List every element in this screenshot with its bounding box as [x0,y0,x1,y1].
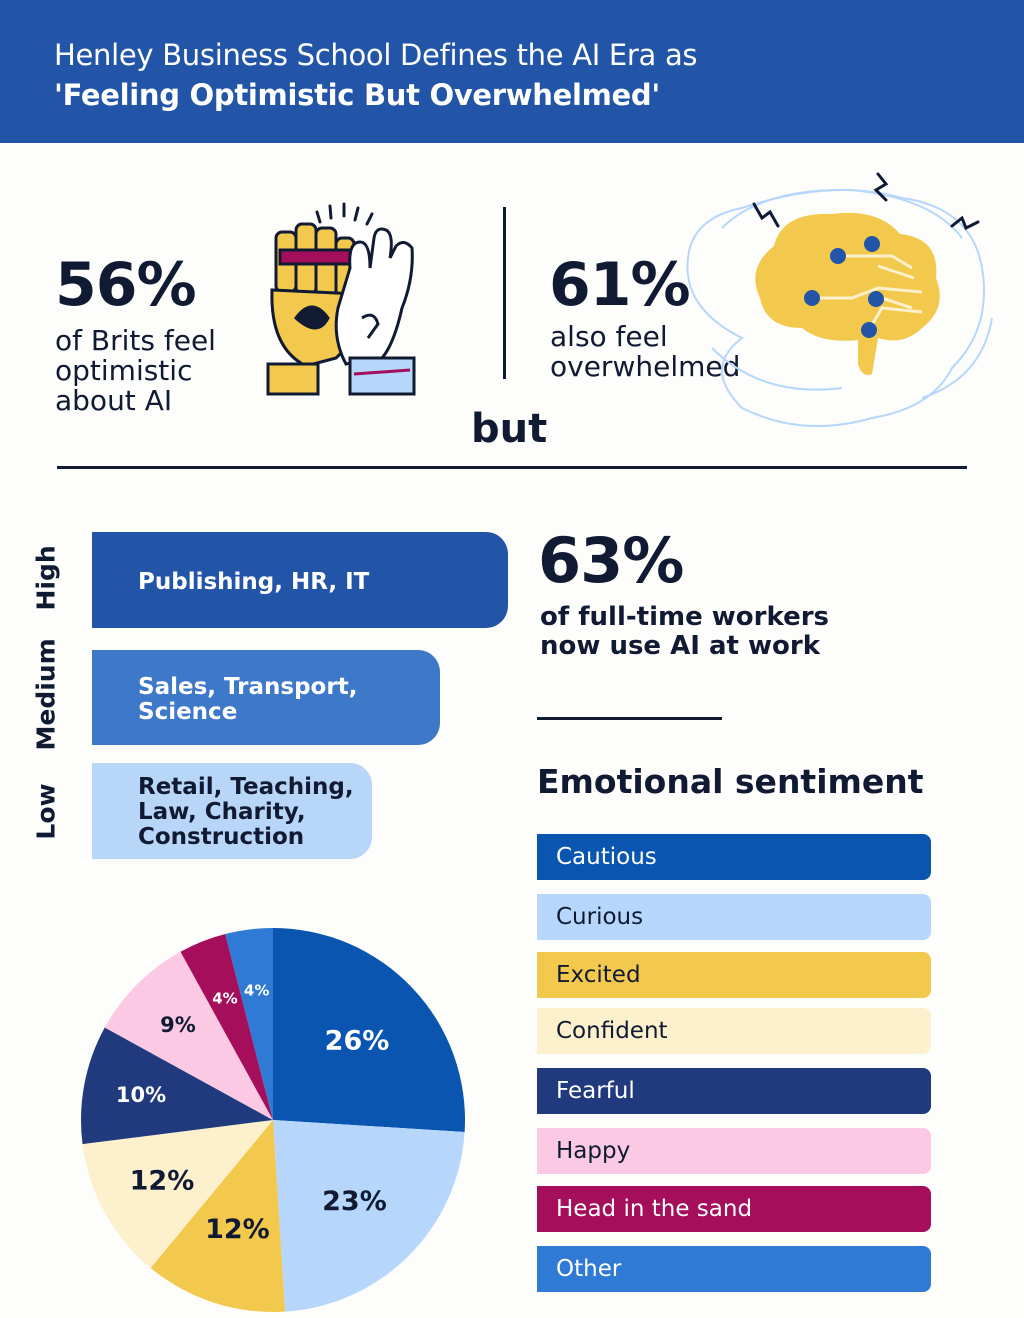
pie-slice-other [225,928,273,1120]
legend-item-happy: Happy [537,1128,931,1174]
legend-label: Confident [556,1018,668,1044]
legend-label: Fearful [556,1078,635,1104]
overwhelmed-stat-value: 61% [549,250,691,320]
pie-label-cautious: 26% [325,1026,390,1057]
pie-label-fearful: 10% [116,1083,166,1107]
pie-slice-confident [82,1120,273,1268]
workers-stat-value: 63% [538,524,684,597]
header-title-line1: Henley Business School Defines the AI Er… [54,38,698,72]
pie-slice-head-in-the-sand [180,934,273,1120]
header-title-line2: 'Feeling Optimistic But Overwhelmed' [54,78,660,112]
optimistic-stat-value: 56% [55,250,197,320]
stats-divider [503,207,506,379]
pie-label-head-in-the-sand: 4% [212,990,237,1008]
pie-slice-happy [104,951,273,1120]
brain-circuit-icon [686,172,993,427]
legend-item-head-in-the-sand: Head in the sand [537,1186,931,1232]
but-connector: but [471,406,548,452]
legend-item-cautious: Cautious [537,834,931,880]
legend-item-confident: Confident [537,1008,931,1054]
legend-item-excited: Excited [537,952,931,998]
legend-item-other: Other [537,1246,931,1292]
legend-label: Cautious [556,844,657,870]
legend-label: Other [556,1256,622,1282]
pie-label-excited: 12% [205,1214,270,1245]
pie-label-other: 4% [244,981,269,999]
pie-slice-fearful [81,1027,273,1145]
pie-slice-cautious [273,928,465,1133]
robot-human-high-five-icon [266,202,416,396]
legend-label: Excited [556,962,641,988]
axis-label-low: Low [31,783,61,840]
pie-label-confident: 12% [130,1166,195,1197]
header-banner: Henley Business School Defines the AI Er… [0,0,1024,143]
pie-slice-excited [150,1120,286,1312]
axis-label-medium: Medium [31,638,61,751]
workers-divider [537,717,722,720]
usage-bar-high-label: Publishing, HR, IT [138,569,370,595]
optimistic-stat-text: of Brits feel optimistic about AI [55,324,216,417]
legend-item-fearful: Fearful [537,1068,931,1114]
workers-stat-text: of full-time workers now use AI at work [540,602,830,661]
overwhelmed-stat-text: also feel overwhelmed [550,320,741,383]
usage-bar-medium: Sales, Transport, Science [92,650,440,745]
legend-item-curious: Curious [537,894,931,940]
pie-slice-curious [273,1120,465,1312]
legend-label: Head in the sand [556,1196,753,1222]
pie-label-happy: 9% [160,1013,196,1037]
sentiment-title: Emotional sentiment [537,762,924,801]
usage-bar-low-label: Retail, Teaching, Law, Charity, Construc… [138,774,354,850]
usage-bar-medium-label: Sales, Transport, Science [138,674,358,725]
legend-label: Curious [556,904,644,930]
legend-label: Happy [556,1138,631,1164]
section-divider [57,466,967,469]
sentiment-pie-chart: 26% 23% 12% 12% 10% 9% 4% 4% [81,928,465,1312]
usage-bar-high: Publishing, HR, IT [92,532,508,628]
pie-label-curious: 23% [322,1186,387,1217]
axis-label-high: High [31,545,61,611]
usage-bar-low: Retail, Teaching, Law, Charity, Construc… [92,763,372,859]
